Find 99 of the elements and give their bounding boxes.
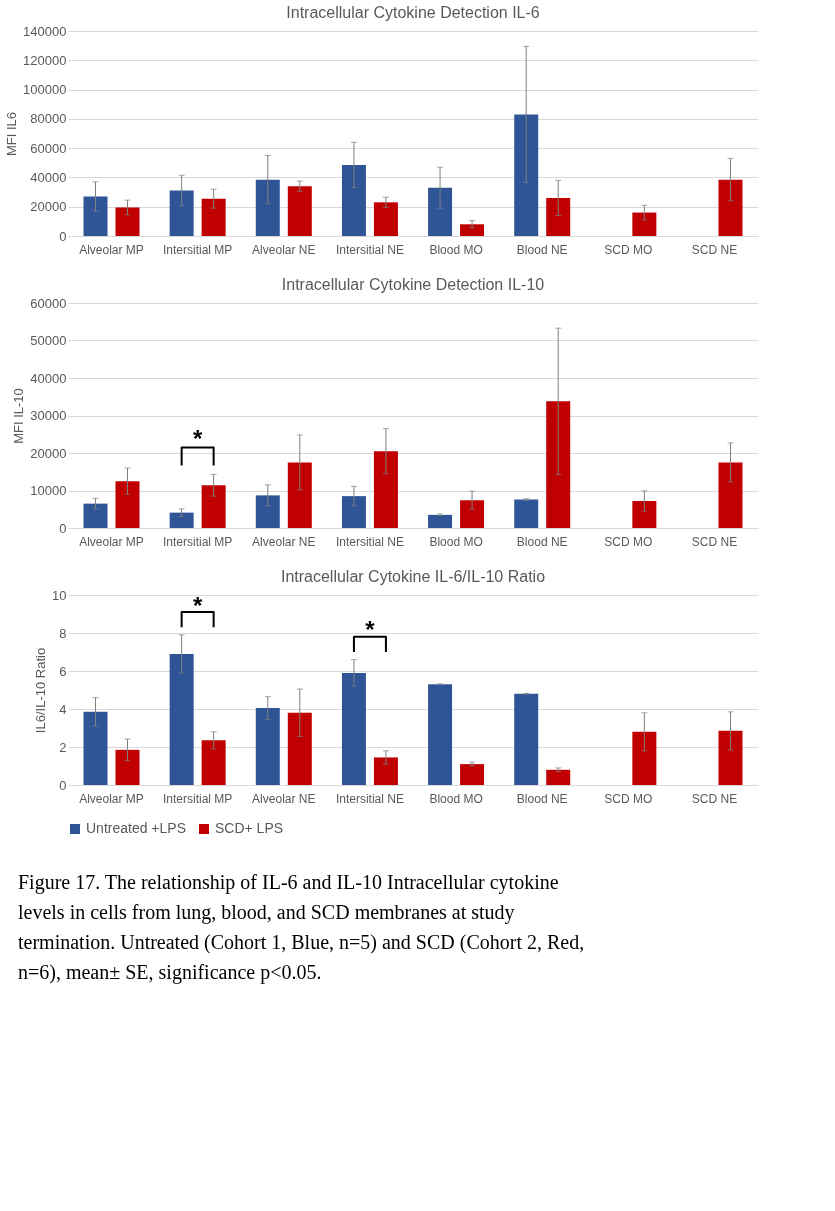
x-tick-label: Blood MO [429, 242, 483, 257]
y-tick-label: 2 [59, 739, 67, 755]
y-tick-label: 40000 [30, 370, 67, 386]
y-tick-label: 4 [59, 701, 67, 717]
y-tick-label: 10 [52, 587, 67, 603]
x-tick-label: SCD NE [691, 242, 738, 257]
x-tick-label: Alveolar MP [79, 242, 144, 257]
x-tick-label: Intersitial MP [162, 534, 233, 549]
y-tick-label: 0 [59, 228, 67, 244]
bar [201, 198, 226, 236]
caption: Figure 17. The relationship of IL-6 and IL-10 Intracellular cytokine levels in cells from lung, blood, and SCD membranes at study termination. Untreated (Cohort 1, Blue, n=5) and SCD (Cohort 2, Red, n=6), mean± SE, significance p<0.05. [18, 871, 585, 984]
bar [428, 187, 453, 236]
y-tick-label: 60000 [30, 140, 67, 156]
x-tick-label: Alveolar MP [79, 791, 144, 806]
y-tick-label: 50000 [30, 333, 67, 348]
legend-label: Untreated +LPS [86, 820, 187, 836]
x-tick-label: Intersitial MP [162, 242, 233, 257]
x-tick-label: SCD NE [691, 534, 738, 549]
y-tick-label: 80000 [30, 111, 67, 127]
y-tick-label: 8 [59, 625, 67, 641]
x-tick-label: Blood NE [516, 242, 568, 257]
x-tick-label: Alveolar NE [252, 242, 316, 257]
x-tick-label: Blood NE [516, 534, 568, 549]
bar [255, 179, 280, 236]
y-tick-label: 100000 [23, 82, 67, 98]
bar [632, 731, 657, 785]
x-tick-label: Blood NE [516, 791, 568, 806]
y-axis-title: MFI IL-10 [11, 388, 27, 444]
bar [718, 462, 743, 528]
bar [201, 485, 226, 528]
x-tick-label: Alveolar NE [252, 791, 316, 806]
bar [115, 207, 140, 236]
bar [255, 495, 280, 528]
x-tick-label: Intersitial NE [335, 242, 404, 257]
x-tick-label: SCD MO [604, 534, 653, 549]
x-tick-label: Alveolar NE [252, 534, 316, 549]
bar [169, 512, 194, 528]
bar [169, 190, 194, 236]
annotation: * [365, 616, 376, 644]
y-tick-label: 6 [59, 663, 67, 679]
bar [201, 740, 226, 785]
bar [428, 514, 453, 528]
annotation: * [192, 425, 203, 453]
bar [115, 749, 140, 785]
bar [287, 462, 312, 528]
y-tick-label: 20000 [30, 199, 67, 215]
bar [341, 164, 366, 236]
bar [83, 196, 108, 236]
bar [632, 501, 657, 528]
bar [428, 684, 453, 785]
chart-title: Intracellular Cytokine Detection IL-6 [286, 4, 540, 21]
y-axis-title: IL6/IL-10 Ratio [33, 647, 49, 734]
x-tick-label: SCD MO [604, 791, 653, 806]
x-tick-label: SCD NE [691, 791, 738, 806]
legend-label: SCD+ LPS [215, 820, 284, 836]
bar [169, 653, 194, 785]
y-tick-label: 40000 [30, 169, 67, 185]
bar [460, 764, 485, 785]
y-tick-label: 10000 [30, 483, 67, 498]
bar [460, 500, 485, 528]
bar [373, 757, 398, 785]
bar [546, 197, 571, 236]
bar [255, 708, 280, 785]
bar [460, 224, 485, 236]
bar [341, 672, 366, 785]
bar [341, 496, 366, 528]
y-tick-label: 0 [59, 777, 67, 793]
annotation: * [192, 591, 203, 619]
x-tick-label: Alveolar MP [79, 534, 144, 549]
bar [632, 212, 657, 236]
bar [514, 693, 539, 785]
x-tick-label: Intersitial NE [335, 791, 404, 806]
bar [718, 730, 743, 785]
bar [373, 451, 398, 528]
bar [373, 202, 398, 236]
chart-title: Intracellular Cytokine Detection IL-10 [281, 276, 545, 293]
bar [514, 499, 539, 528]
y-axis-title: MFI IL6 [4, 111, 20, 157]
bar [287, 186, 312, 236]
bar [546, 769, 571, 785]
chart-title: Intracellular Cytokine IL-6/IL-10 Ratio [280, 568, 546, 585]
x-tick-label: SCD MO [604, 242, 653, 257]
y-tick-label: 140000 [23, 23, 67, 39]
x-tick-label: Blood MO [429, 534, 483, 549]
bar [514, 114, 539, 236]
x-tick-label: Intersitial NE [335, 534, 404, 549]
y-tick-label: 20000 [30, 445, 67, 461]
bar [718, 179, 743, 236]
bar [115, 481, 140, 528]
bar [287, 712, 312, 785]
bar [83, 711, 108, 785]
y-tick-label: 0 [59, 520, 67, 536]
bar [546, 401, 571, 528]
x-tick-label: Blood MO [429, 791, 483, 806]
y-tick-label: 60000 [30, 295, 67, 311]
bar [83, 503, 108, 528]
y-tick-label: 30000 [30, 408, 67, 423]
y-tick-label: 120000 [23, 52, 67, 68]
x-tick-label: Intersitial MP [162, 791, 233, 806]
